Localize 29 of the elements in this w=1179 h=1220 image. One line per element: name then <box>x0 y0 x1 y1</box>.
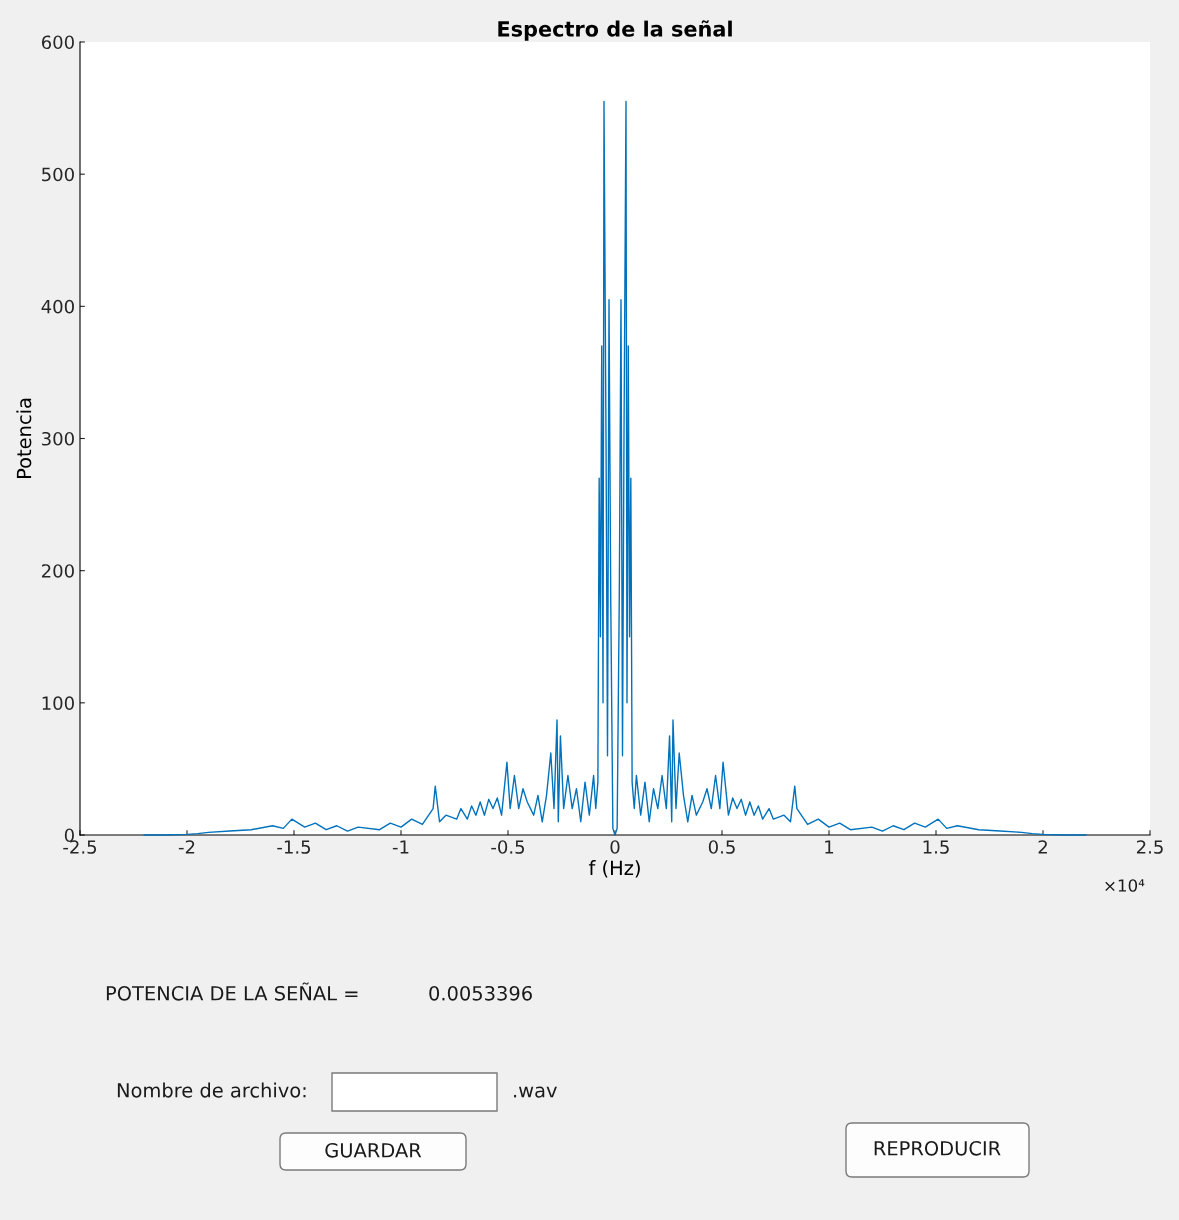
x-tick-label: 0 <box>610 840 620 854</box>
y-axis-title: Potencia <box>16 398 32 479</box>
y-tick-label: 400 <box>41 299 74 314</box>
y-tick-label: 0 <box>64 828 74 843</box>
y-tick-label: 600 <box>41 35 74 50</box>
text: 0.0053396 <box>429 985 532 1001</box>
x-tick-label: -1 <box>392 840 409 854</box>
chart-title: Espectro de la señal <box>498 20 732 41</box>
x-axis-title: f (Hz) <box>588 860 640 878</box>
text: POTENCIA DE LA SEÑAL = <box>106 982 358 1001</box>
text: ×10⁴ <box>1105 879 1145 892</box>
line-series <box>143 100 1087 836</box>
y-tick-label: 500 <box>42 167 74 182</box>
x-tick-label: -2.5 <box>63 840 97 854</box>
text: GUARDAR <box>325 1142 422 1158</box>
x-tick-label: 2.5 <box>1136 840 1163 854</box>
y-tick-label: 200 <box>42 564 74 578</box>
x-tick-label: 2 <box>1038 840 1047 854</box>
y-tick-label: 300 <box>42 431 74 446</box>
text: REPRODUCIR <box>874 1140 1001 1156</box>
x-tick-label: 0.5 <box>708 840 735 854</box>
text: Nombre de archivo: <box>117 1082 306 1098</box>
x-tick-label: -2 <box>178 840 195 854</box>
x-tick-label: -1.5 <box>277 840 311 854</box>
text: .wav <box>514 1086 557 1098</box>
y-tick-label: 100 <box>42 696 74 710</box>
x-tick-label: -0.5 <box>491 840 525 854</box>
x-tick-label: 1 <box>825 840 834 854</box>
x-tick-label: 1.5 <box>923 840 949 854</box>
